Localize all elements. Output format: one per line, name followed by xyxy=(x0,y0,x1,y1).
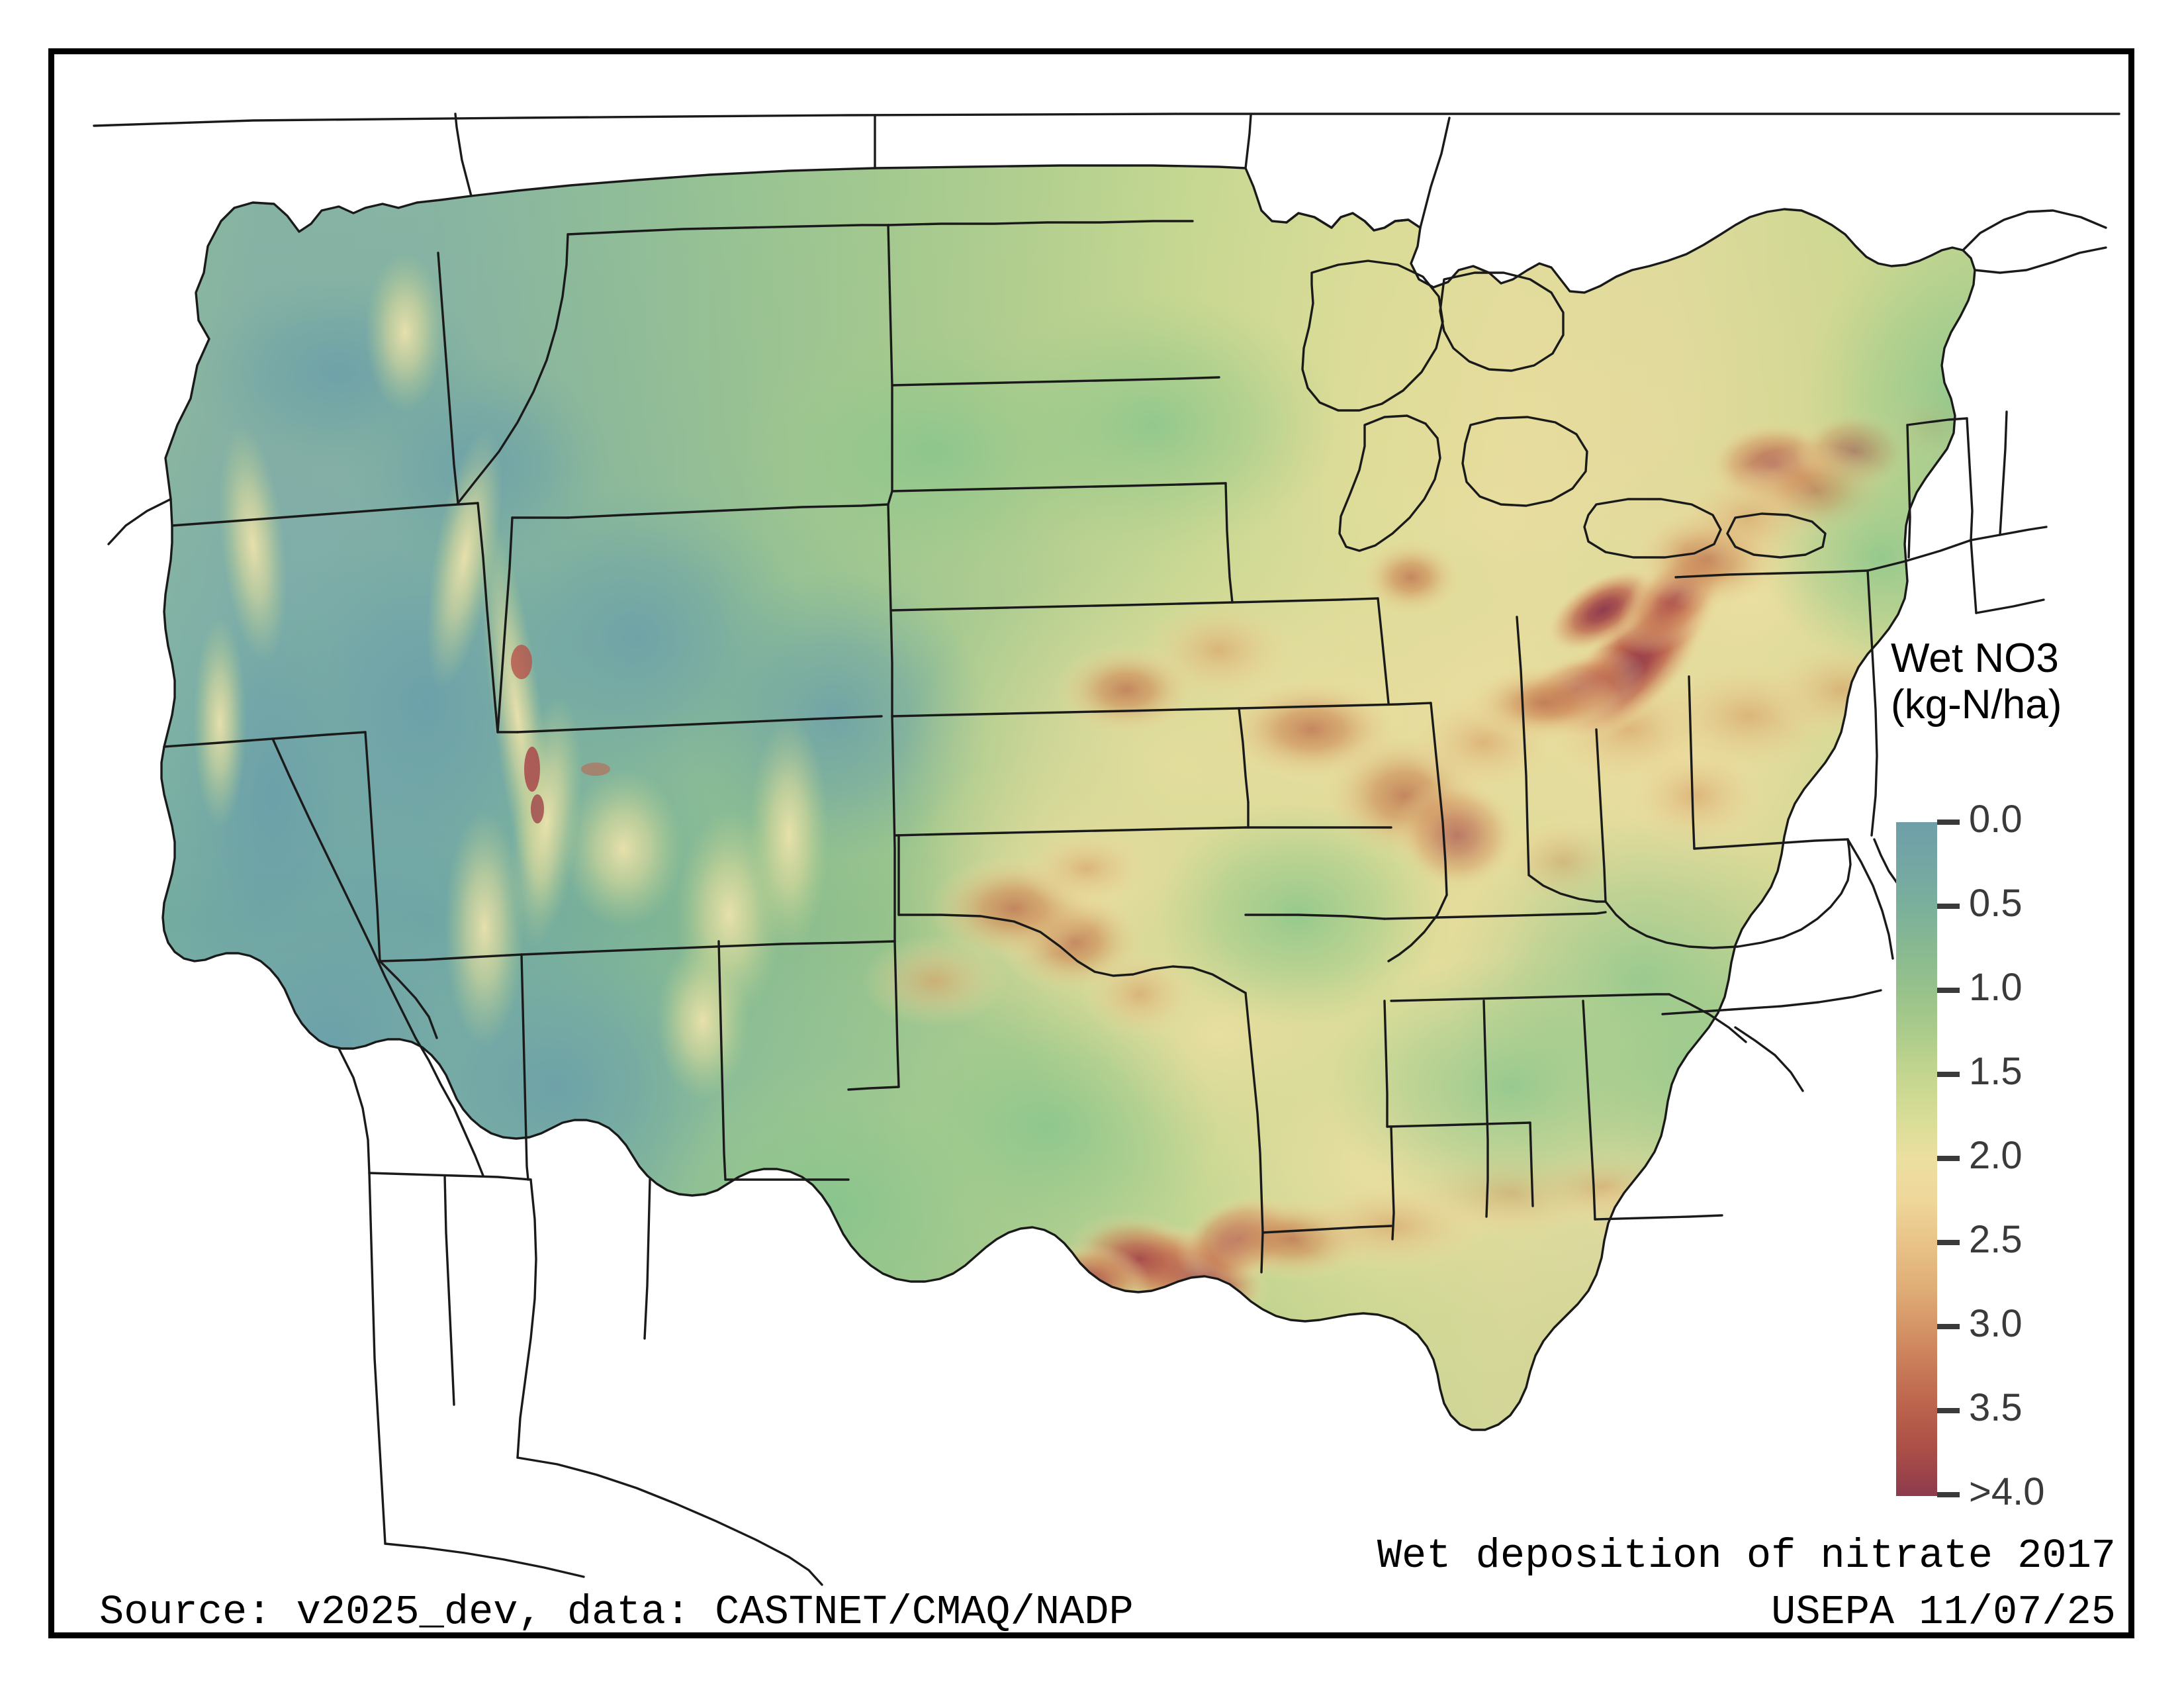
political-boundaries xyxy=(93,113,2120,1586)
colorbar-tick-8 xyxy=(1937,1492,1960,1497)
colorbar-legend: Wet NO3 (kg-N/ha) 0.0 0.5 1.0 1.5 2.0 2.5… xyxy=(1876,635,2141,1516)
colorbar-tick-2 xyxy=(1937,988,1960,993)
source-caption: Source: v2025_dev, data: CASTNET/CMAQ/NA… xyxy=(99,1589,1134,1636)
colorbar-label-1: 0.5 xyxy=(1969,882,2023,925)
colorbar-label-8: >4.0 xyxy=(1969,1470,2045,1513)
colorbar-label-6: 3.0 xyxy=(1969,1302,2023,1345)
colorbar-label-5: 2.5 xyxy=(1969,1218,2023,1261)
map-canvas xyxy=(54,54,2128,1632)
conus-deposition-map xyxy=(54,54,2128,1632)
colorbar-label-7: 3.5 xyxy=(1969,1386,2023,1429)
colorbar-tick-7 xyxy=(1937,1408,1960,1413)
colorbar-label-0: 0.0 xyxy=(1969,798,2023,841)
map-title-caption: Wet deposition of nitrate 2017 xyxy=(1377,1532,2116,1579)
colorbar-title: Wet NO3 (kg-N/ha) xyxy=(1891,635,2062,728)
agency-date-caption: USEPA 11/07/25 xyxy=(1771,1589,2116,1636)
colorbar-tick-1 xyxy=(1937,904,1960,909)
colorbar-gradient xyxy=(1896,822,1937,1496)
colorbar-title-line2: (kg-N/ha) xyxy=(1891,682,2062,727)
colorbar-title-line1: Wet NO3 xyxy=(1891,635,2059,681)
colorbar-tick-6 xyxy=(1937,1324,1960,1329)
colorbar-tick-5 xyxy=(1937,1240,1960,1245)
colorbar-tick-4 xyxy=(1937,1156,1960,1161)
colorbar-tick-3 xyxy=(1937,1072,1960,1077)
colorbar-label-2: 1.0 xyxy=(1969,966,2023,1009)
colorbar-label-4: 2.0 xyxy=(1969,1134,2023,1177)
colorbar-tick-0 xyxy=(1937,820,1960,825)
colorbar-label-3: 1.5 xyxy=(1969,1050,2023,1093)
